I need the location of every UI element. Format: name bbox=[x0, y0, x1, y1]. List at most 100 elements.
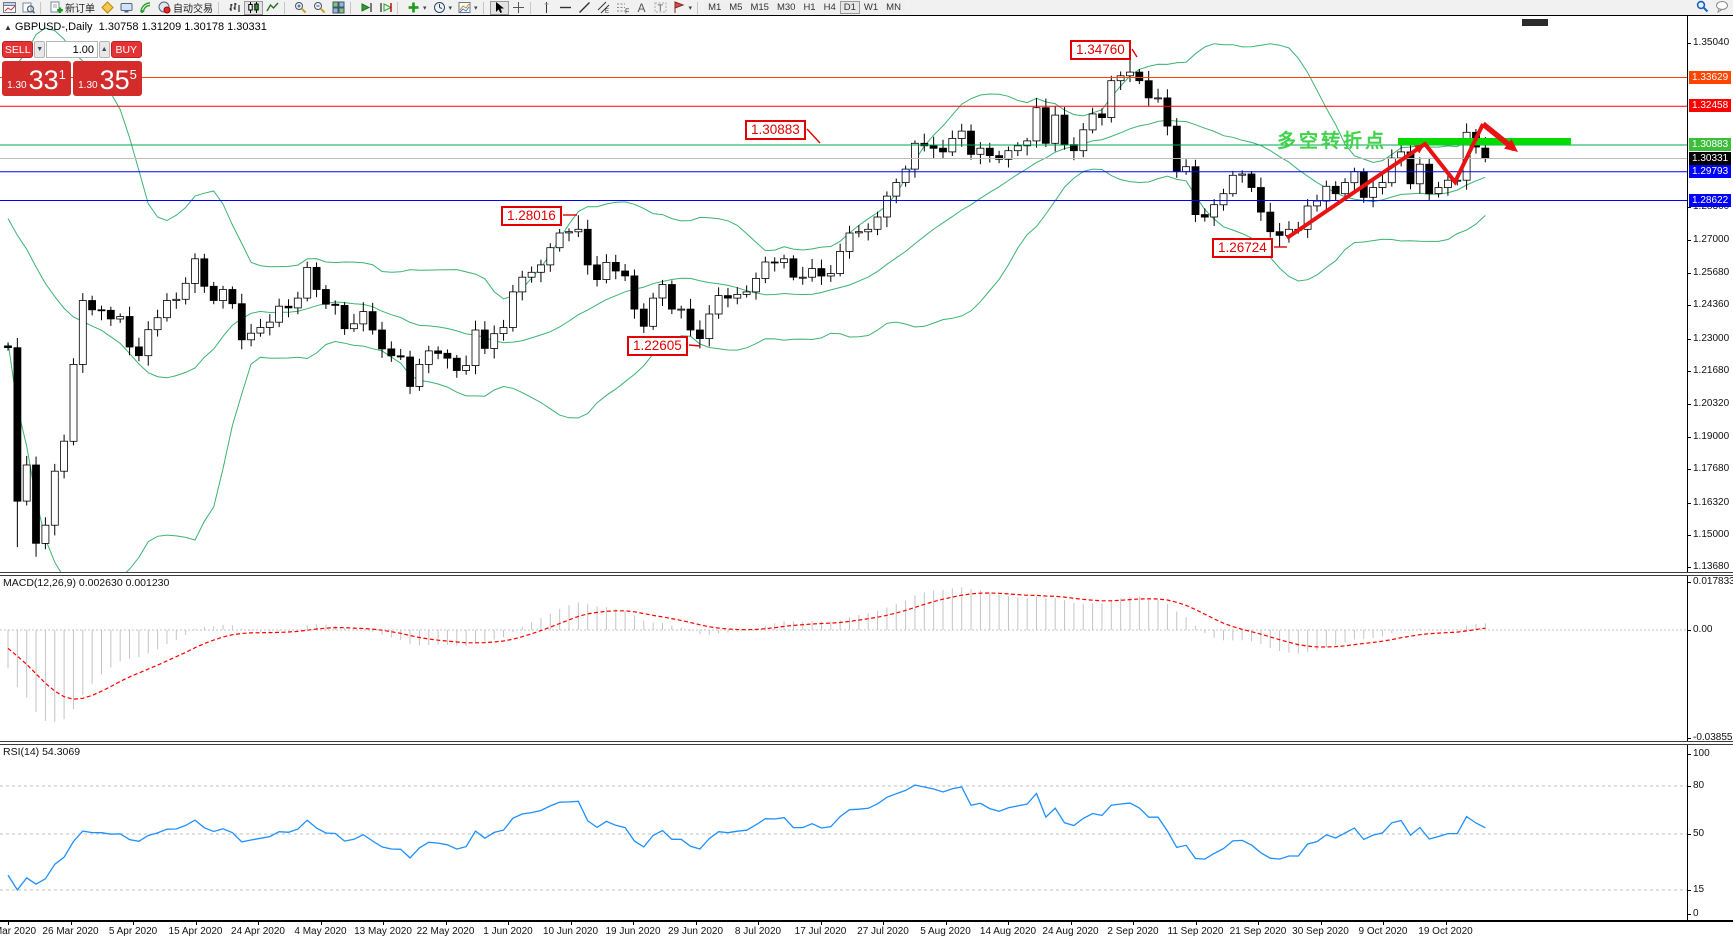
price-tick-label: 1.16320 bbox=[1693, 496, 1730, 508]
data-window-icon bbox=[22, 2, 35, 14]
periods-icon bbox=[433, 2, 445, 13]
buy-price-prefix: 1.30 bbox=[78, 80, 98, 91]
date-tick-label: 9 Oct 2020 bbox=[1358, 926, 1408, 937]
vertical-line-button[interactable] bbox=[537, 1, 556, 15]
signals-icon bbox=[140, 2, 151, 13]
new-chart-button[interactable] bbox=[0, 1, 19, 15]
macd-pane[interactable] bbox=[0, 576, 1687, 741]
candles-layer bbox=[4, 49, 1490, 557]
rsi-pane[interactable] bbox=[0, 745, 1687, 920]
periods-button[interactable]: ▾ bbox=[430, 1, 456, 15]
volume-increase-button[interactable]: ▲ bbox=[99, 41, 110, 58]
crosshair-button[interactable] bbox=[509, 1, 528, 15]
trend-zigzag-line[interactable] bbox=[1285, 123, 1485, 240]
rsi-indicator-label: RSI(14) 54.3069 bbox=[3, 746, 81, 758]
volume-input[interactable] bbox=[46, 41, 98, 58]
autotrading-button[interactable]: 自动交易 bbox=[155, 1, 216, 15]
price-badge-1.33629: 1.33629 bbox=[1689, 70, 1732, 84]
timeframe-d1-button[interactable]: D1 bbox=[839, 1, 860, 14]
candlestick-chart-button[interactable] bbox=[244, 0, 263, 15]
chat-button[interactable] bbox=[1715, 0, 1729, 16]
price-tag-1.22605[interactable]: 1.22605 bbox=[627, 336, 688, 356]
new-order-icon bbox=[50, 1, 63, 13]
date-tick-label: 13 May 2020 bbox=[354, 926, 412, 937]
price-tag-1.28016[interactable]: 1.28016 bbox=[501, 206, 562, 226]
tile-windows-button[interactable] bbox=[329, 1, 348, 15]
timeframe-m1-button[interactable]: M1 bbox=[704, 1, 726, 14]
vertical-line-icon bbox=[544, 2, 549, 13]
pane-separator[interactable] bbox=[0, 741, 1733, 745]
date-tick-label: 19 Oct 2020 bbox=[1418, 926, 1473, 937]
green-resistance-bar[interactable] bbox=[1398, 138, 1571, 145]
timeframe-h1-button[interactable]: H1 bbox=[799, 1, 820, 14]
timeframe-m30-button[interactable]: M30 bbox=[772, 1, 800, 14]
date-tick-label: 22 May 2020 bbox=[416, 926, 475, 937]
date-tick-label: 27 Jul 2020 bbox=[857, 926, 909, 937]
sell-button[interactable]: SELL bbox=[2, 41, 34, 58]
date-tick-label: 8 Jul 2020 bbox=[734, 926, 782, 937]
timeframe-w1-button[interactable]: W1 bbox=[859, 1, 883, 14]
date-tick-label: 5 Apr 2020 bbox=[108, 926, 158, 937]
channel-button[interactable]: E bbox=[594, 1, 613, 15]
price-tick-label: 1.13680 bbox=[1693, 561, 1730, 573]
terminal-button[interactable] bbox=[117, 1, 136, 15]
date-tick-label: 2 Sep 2020 bbox=[1107, 926, 1159, 937]
horizontal-line-button[interactable] bbox=[556, 1, 575, 15]
macd-histogram bbox=[7, 587, 1486, 722]
chart-shift-button[interactable] bbox=[376, 1, 395, 15]
indicators-button[interactable]: ▾ bbox=[404, 1, 430, 15]
fibonacci-button[interactable]: F bbox=[613, 1, 632, 15]
price-tag-1.26724[interactable]: 1.26724 bbox=[1212, 238, 1273, 258]
cursor-button[interactable] bbox=[489, 0, 509, 15]
arrows-button[interactable]: ▾ bbox=[670, 1, 696, 15]
data-window-button[interactable] bbox=[19, 1, 38, 15]
main-chart-pane[interactable] bbox=[0, 16, 1687, 572]
label-button[interactable]: T bbox=[651, 1, 670, 15]
text-button[interactable]: A bbox=[632, 1, 651, 15]
line-chart-button[interactable] bbox=[263, 1, 282, 15]
caret-down-icon: ▼ bbox=[36, 46, 44, 53]
text-icon: A bbox=[637, 1, 645, 14]
bar-chart-button[interactable] bbox=[225, 1, 244, 15]
date-tick-label: 30 Sep 2020 bbox=[1292, 926, 1349, 937]
pane-separator[interactable] bbox=[0, 572, 1733, 576]
price-tag-1.34760[interactable]: 1.34760 bbox=[1070, 40, 1131, 60]
horizontal-line-icon bbox=[559, 6, 571, 9]
timeframe-h4-button[interactable]: H4 bbox=[819, 1, 840, 14]
trendline-button[interactable] bbox=[575, 1, 594, 15]
sell-price-display[interactable]: 1.30 33 1 bbox=[2, 61, 71, 96]
zoom-in-icon bbox=[295, 2, 307, 14]
price-tick-label: 1.21680 bbox=[1693, 364, 1730, 376]
timeframe-m5-button[interactable]: M5 bbox=[725, 1, 747, 14]
channel-icon: E bbox=[597, 1, 609, 14]
zoom-out-button[interactable] bbox=[310, 1, 329, 15]
date-tick-label: 14 Aug 2020 bbox=[979, 926, 1037, 937]
date-tick-label: 1 Jun 2020 bbox=[483, 926, 533, 937]
timeframe-mn-button[interactable]: MN bbox=[882, 1, 905, 14]
toolbar-buttons: 新订单 自动交易 ▾ ▾ ▾ E F A T ▾ M1 M5 M15 M30 H1 H4 D1 W1 MN bbox=[0, 0, 905, 15]
search-button[interactable] bbox=[1696, 0, 1709, 16]
auto-scroll-button[interactable] bbox=[357, 1, 376, 15]
collapse-panel-icon[interactable]: ▲ bbox=[4, 23, 12, 32]
timeframe-m15-button[interactable]: M15 bbox=[746, 1, 773, 14]
date-tick-label: 24 Aug 2020 bbox=[1042, 926, 1099, 937]
order-row: SELL ▼ ▲ BUY bbox=[2, 41, 142, 58]
rsi-line bbox=[7, 784, 1486, 892]
rsi-axis-label: 100 bbox=[1693, 748, 1710, 759]
signals-button[interactable] bbox=[136, 1, 155, 15]
zoom-in-button[interactable] bbox=[291, 1, 310, 15]
metaeditor-button[interactable] bbox=[98, 1, 117, 15]
annotation-layer[interactable] bbox=[563, 48, 1571, 347]
buy-price-display[interactable]: 1.30 35 5 bbox=[73, 61, 142, 96]
buy-button[interactable]: BUY bbox=[110, 41, 142, 58]
new-order-button[interactable]: 新订单 bbox=[47, 1, 98, 15]
chart-scroll-thumb[interactable] bbox=[1522, 19, 1548, 26]
templates-button[interactable]: ▾ bbox=[455, 1, 481, 15]
symbol-name: GBPUSD-,Daily bbox=[14, 21, 93, 33]
price-tag-1.30883[interactable]: 1.30883 bbox=[745, 120, 806, 140]
chart-note-text[interactable]: 多空转折点 bbox=[1277, 131, 1388, 152]
price-tick-label: 1.15000 bbox=[1693, 529, 1730, 541]
toolbar-separator bbox=[397, 1, 402, 14]
volume-decrease-button[interactable]: ▼ bbox=[34, 41, 45, 58]
